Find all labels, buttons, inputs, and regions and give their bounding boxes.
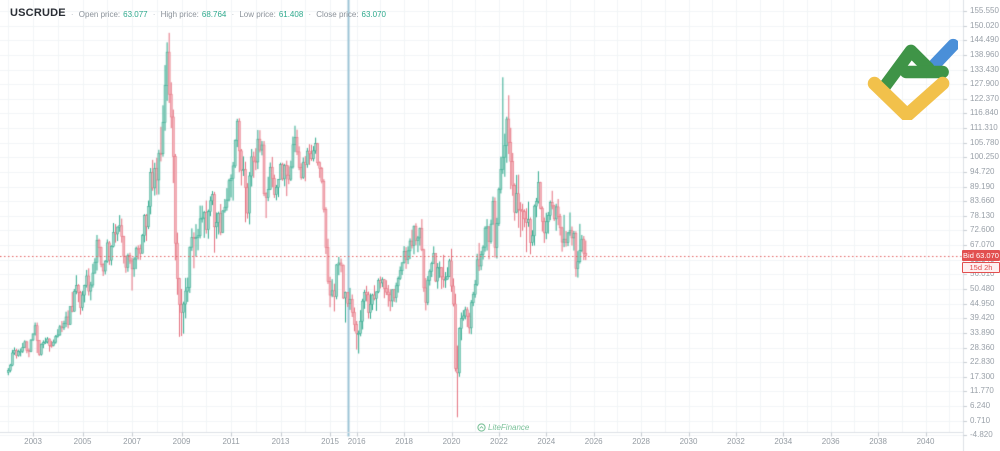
ohlc-summary: · Open price: 63.077 · High price: 68.764 · Low… [66,4,386,22]
ohlc-open-label: Open price: [78,10,121,19]
price-tick-label: 44.950 [970,298,995,308]
time-tick-label: 2036 [821,437,840,446]
time-tick-label: 2028 [632,437,650,446]
price-tick-label: 105.780 [970,137,999,147]
price-tick-label: 6.240 [970,401,991,411]
price-tick-label: 11.770 [970,386,994,396]
price-tick-label: 50.480 [970,284,995,293]
header-separator: · [231,9,235,19]
price-tick-label: 22.830 [970,357,995,367]
price-tick-label: 127.900 [970,79,999,89]
ohlc-high-value: 68.764 [201,10,227,19]
symbol-name[interactable]: USCRUDE [10,7,66,19]
litefinance-logo-icon [867,38,958,120]
price-tick-label: 111.310 [970,123,998,133]
price-tick-label: 39.420 [970,313,995,323]
ohlc-close-label: Close price: [316,10,359,19]
time-tick-label: 2003 [24,437,42,446]
litefinance-mini-logo-icon [477,423,486,432]
time-tick-label: 2011 [222,437,240,446]
time-tick-label: 2024 [537,437,556,446]
ohlc-close-value: 63.070 [361,10,386,19]
time-tick-label: 2020 [442,437,461,446]
price-tick-label: 150.020 [970,20,999,30]
price-tick-label: 83.660 [970,196,995,206]
time-tick-label: 2005 [73,437,92,446]
header-separator: · [308,9,312,19]
time-tick-label: 2038 [869,437,887,446]
bid-value: 63.070 [975,251,999,261]
time-tick-label: 2032 [726,437,745,446]
price-tick-label: 78.130 [970,210,995,220]
price-tick-label: 67.070 [970,240,995,250]
price-tick-label: 94.720 [970,166,995,176]
time-tick-label: 2016 [347,437,366,446]
time-tick-label: 2013 [271,437,290,446]
price-tick-label: 28.360 [970,342,995,352]
time-axis[interactable]: 2003 2005 2007 2009 2011 2013 2015 2016 2018 2020… [0,433,963,451]
broker-watermark[interactable]: LiteFinance [477,423,529,432]
ohlc-open-value: 63.077 [123,10,148,19]
price-tick-label: 72.600 [970,225,995,235]
price-tick-label: 89.190 [970,181,995,191]
price-tick-label: 33.890 [970,327,995,337]
price-tick-label: 144.490 [970,35,999,45]
price-axis[interactable]: 155.550 150.020 144.490 138.960 133.430 127.9… [963,0,1000,451]
price-tick-label: 138.960 [970,49,999,59]
price-tick-label: -4.820 [970,430,993,440]
header-separator: · [70,9,74,19]
bid-price-badge: Bid 63.070 [962,250,1000,262]
ohlc-high-label: High price: [160,10,199,19]
time-tick-label: 2015 [321,437,339,446]
header-separator: · [152,9,156,19]
time-tick-label: 2018 [395,437,413,446]
price-tick-label: 0.710 [970,415,991,425]
time-tick-label: 2022 [489,437,508,446]
chart-header: USCRUDE · Open price: 63.077 · High price: 68… [10,4,386,22]
time-tick-label: 2030 [679,437,698,446]
time-tick-label: 2007 [123,437,141,446]
price-tick-label: 17.300 [970,371,995,381]
price-tick-label: 155.550 [970,6,999,15]
price-tick-label: 122.370 [970,93,999,103]
price-tick-label: 56.010 [970,269,995,279]
price-tick-label: 100.250 [970,152,999,162]
bid-label: Bid [963,251,974,261]
watermark-text: LiteFinance [488,423,530,432]
ohlc-low-value: 61.408 [278,10,304,19]
price-tick-label: 133.430 [970,64,999,74]
time-tick-label: 2026 [584,437,603,446]
time-tick-label: 2009 [172,437,191,446]
time-tick-label: 2040 [916,437,935,446]
ohlc-low-label: Low price: [239,10,276,19]
candle-countdown-badge: 15d 2h [962,261,1000,273]
price-tick-label: 116.840 [970,108,999,118]
time-tick-label: 2034 [774,437,793,446]
